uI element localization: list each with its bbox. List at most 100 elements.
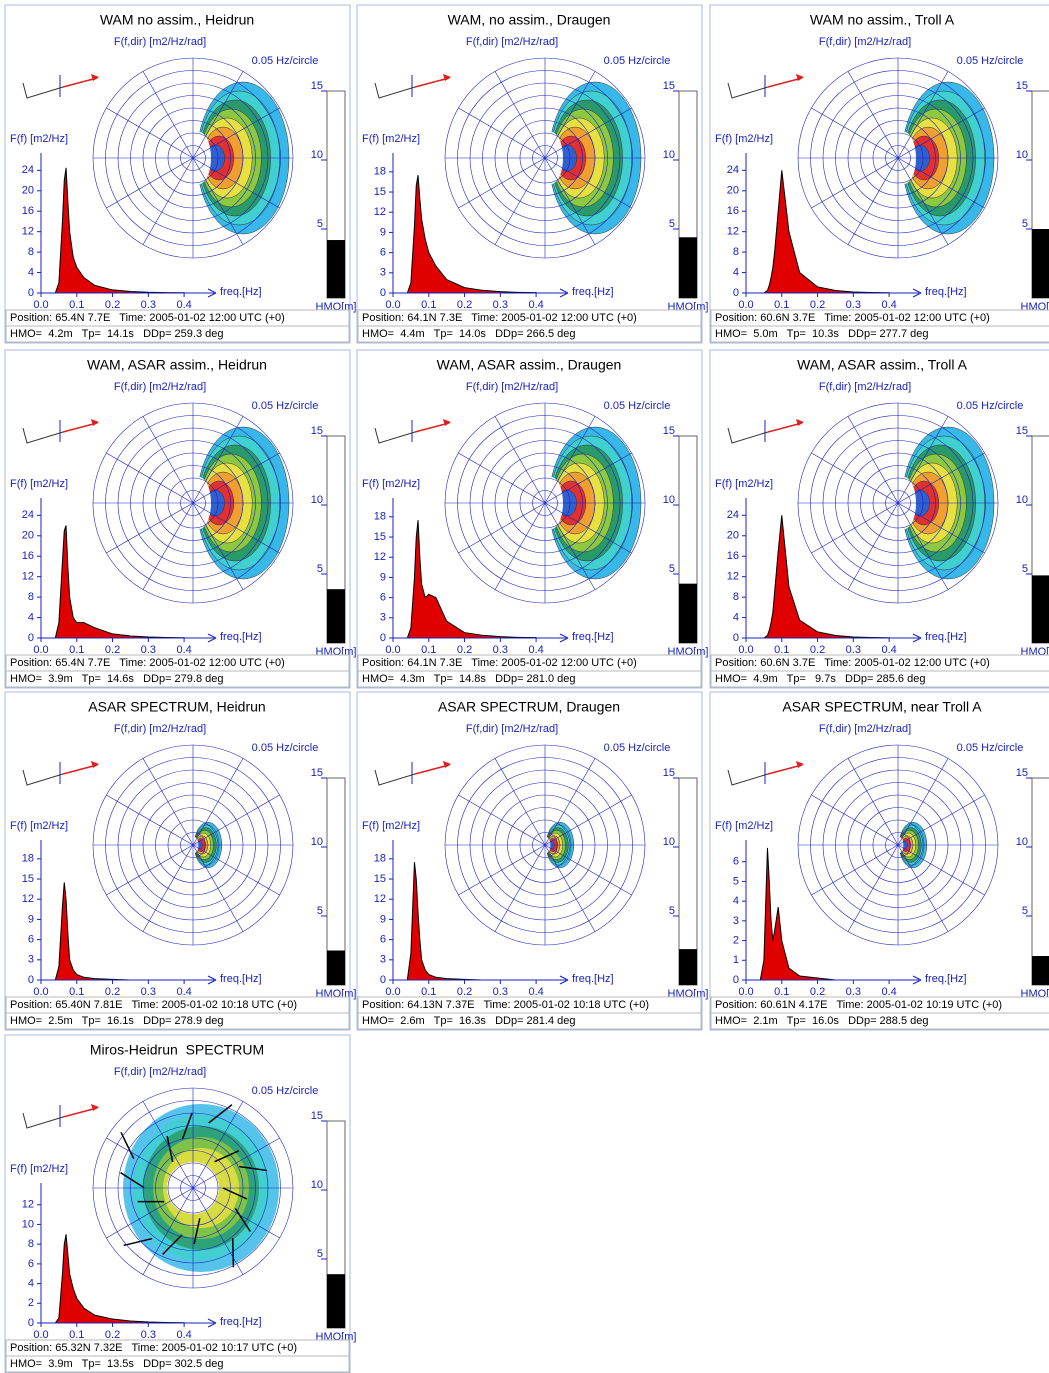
panel-title: WAM, no assim., Draugen — [448, 12, 611, 28]
y-tick-label: 4 — [28, 266, 34, 278]
polar-label: F(f,dir) [m2/Hz/rad] — [466, 381, 558, 393]
y-tick-label: 12 — [22, 893, 34, 905]
contour-line — [123, 1237, 153, 1247]
polar-spoke — [192, 794, 280, 846]
wind-barb — [374, 427, 416, 444]
ring-label: 0.05 Hz/circle — [604, 55, 671, 67]
x-axis-arrow — [559, 633, 569, 643]
polar-spoke — [458, 452, 546, 504]
hmo-bar — [679, 583, 697, 643]
x-tick-label: 0.3 — [493, 644, 508, 656]
polar-spoke — [811, 502, 899, 554]
hmo-bar — [1032, 229, 1049, 298]
wind-arrow-head — [91, 761, 99, 768]
y-tick-label: 16 — [22, 205, 34, 217]
gauge-tick-label: 10 — [663, 836, 675, 848]
hmo-bar — [327, 1274, 345, 1328]
polar-spoke — [544, 157, 632, 209]
y-axis-label: F(f) [m2/Hz] — [362, 133, 420, 145]
polar-spoke — [458, 107, 546, 159]
panel-title: WAM, ASAR assim., Troll A — [797, 357, 968, 373]
y-tick-label: 15 — [22, 873, 34, 885]
wind-barb — [374, 82, 416, 99]
wind-barb — [22, 1112, 64, 1129]
y-tick-label: 24 — [22, 509, 34, 521]
polar-label: F(f,dir) [m2/Hz/rad] — [819, 723, 911, 735]
polar-spoke — [544, 502, 632, 554]
x-tick-label: 0.1 — [774, 299, 789, 311]
polar-spoke — [897, 502, 985, 554]
polar-spoke — [897, 844, 985, 896]
polar-spoke — [847, 502, 899, 590]
polar-spoke — [192, 107, 280, 159]
wind-arrow-head — [796, 419, 804, 426]
y-tick-label: 15 — [374, 873, 386, 885]
x-axis-arrow — [912, 633, 922, 643]
gauge-tick-label: 5 — [669, 905, 675, 917]
y-axis-label: F(f) [m2/Hz] — [715, 133, 773, 145]
wind-arrow — [767, 77, 803, 88]
polar-spoke — [544, 416, 596, 504]
x-tick-label: 0.1 — [69, 986, 84, 998]
polar-spoke — [847, 758, 899, 846]
y-tick-label: 3 — [380, 267, 386, 279]
polar-spoke — [192, 1101, 244, 1189]
polar-spoke — [494, 758, 546, 846]
panel-title: WAM no assim., Troll A — [810, 12, 955, 28]
x-tick-label: 0.2 — [810, 986, 825, 998]
x-axis-label: freq.[Hz] — [220, 1316, 262, 1328]
x-tick-label: 0.4 — [528, 986, 543, 998]
stats-line: HMO= 2.1m Tp= 16.0s DDp= 288.5 deg — [715, 1015, 929, 1027]
panel: WAM, ASAR assim., Draugen F(f,dir) [m2/Hz… — [356, 349, 708, 689]
y-tick-label: 24 — [22, 164, 34, 176]
wind-arrow — [62, 422, 98, 433]
x-tick-label: 0.4 — [176, 299, 191, 311]
position-line: Position: 64.1N 7.3E Time: 2005-01-02 12… — [362, 312, 637, 324]
wind-arrow — [62, 1107, 98, 1118]
y-tick-label: 20 — [727, 530, 739, 542]
polar-spoke — [811, 157, 899, 209]
polar-spoke — [847, 416, 899, 504]
y-tick-label: 9 — [28, 913, 34, 925]
position-line: Position: 60.61N 4.17E Time: 2005-01-02 … — [715, 999, 1002, 1011]
stats-line: HMO= 4.3m Tp= 14.8s DDp= 281.0 deg — [362, 673, 576, 685]
gauge-tick-label: 10 — [1016, 149, 1028, 161]
x-tick-label: 0.3 — [846, 644, 861, 656]
panel: WAM, ASAR assim., Troll A F(f,dir) [m2/Hz… — [709, 349, 1049, 689]
wind-arrow-head — [443, 419, 451, 426]
panel-title: ASAR SPECTRUM, near Troll A — [782, 699, 982, 715]
polar-spoke — [106, 794, 194, 846]
gauge-tick-label: 5 — [1022, 218, 1028, 230]
x-axis-arrow — [207, 633, 217, 643]
y-tick-label: 12 — [374, 893, 386, 905]
polar-spoke — [192, 452, 280, 504]
x-tick-label: 0.3 — [846, 986, 861, 998]
position-line: Position: 65.4N 7.7E Time: 2005-01-02 12… — [10, 312, 285, 324]
x-axis-arrow — [912, 975, 922, 985]
gauge-tick-label: 5 — [317, 218, 323, 230]
position-line: Position: 64.13N 7.37E Time: 2005-01-02 … — [362, 999, 649, 1011]
x-tick-label: 0.3 — [846, 299, 861, 311]
hmo-bar — [327, 589, 345, 643]
y-tick-label: 8 — [28, 246, 34, 258]
polar-spoke — [192, 844, 244, 932]
y-tick-label: 0 — [380, 974, 386, 986]
x-tick-label: 0.0 — [385, 644, 400, 656]
panel: WAM no assim., Heidrun F(f,dir) [m2/Hz/ra… — [4, 4, 356, 344]
spectrum-area — [406, 520, 537, 639]
y-tick-label: 16 — [727, 550, 739, 562]
y-tick-label: 24 — [727, 509, 739, 521]
polar-spoke — [142, 844, 194, 932]
polar-spoke — [897, 416, 949, 504]
x-tick-label: 0.4 — [176, 644, 191, 656]
polar-spoke — [192, 1187, 280, 1239]
gauge-tick-label: 15 — [311, 80, 323, 92]
polar-spoke — [106, 844, 194, 896]
wind-arrow-head — [91, 74, 99, 81]
gauge-tick-label: 15 — [311, 1110, 323, 1122]
y-tick-label: 3 — [380, 954, 386, 966]
x-axis-arrow — [912, 288, 922, 298]
wind-arrow-head — [796, 761, 804, 768]
wind-barb — [374, 769, 416, 786]
polar-spoke — [142, 1101, 194, 1189]
